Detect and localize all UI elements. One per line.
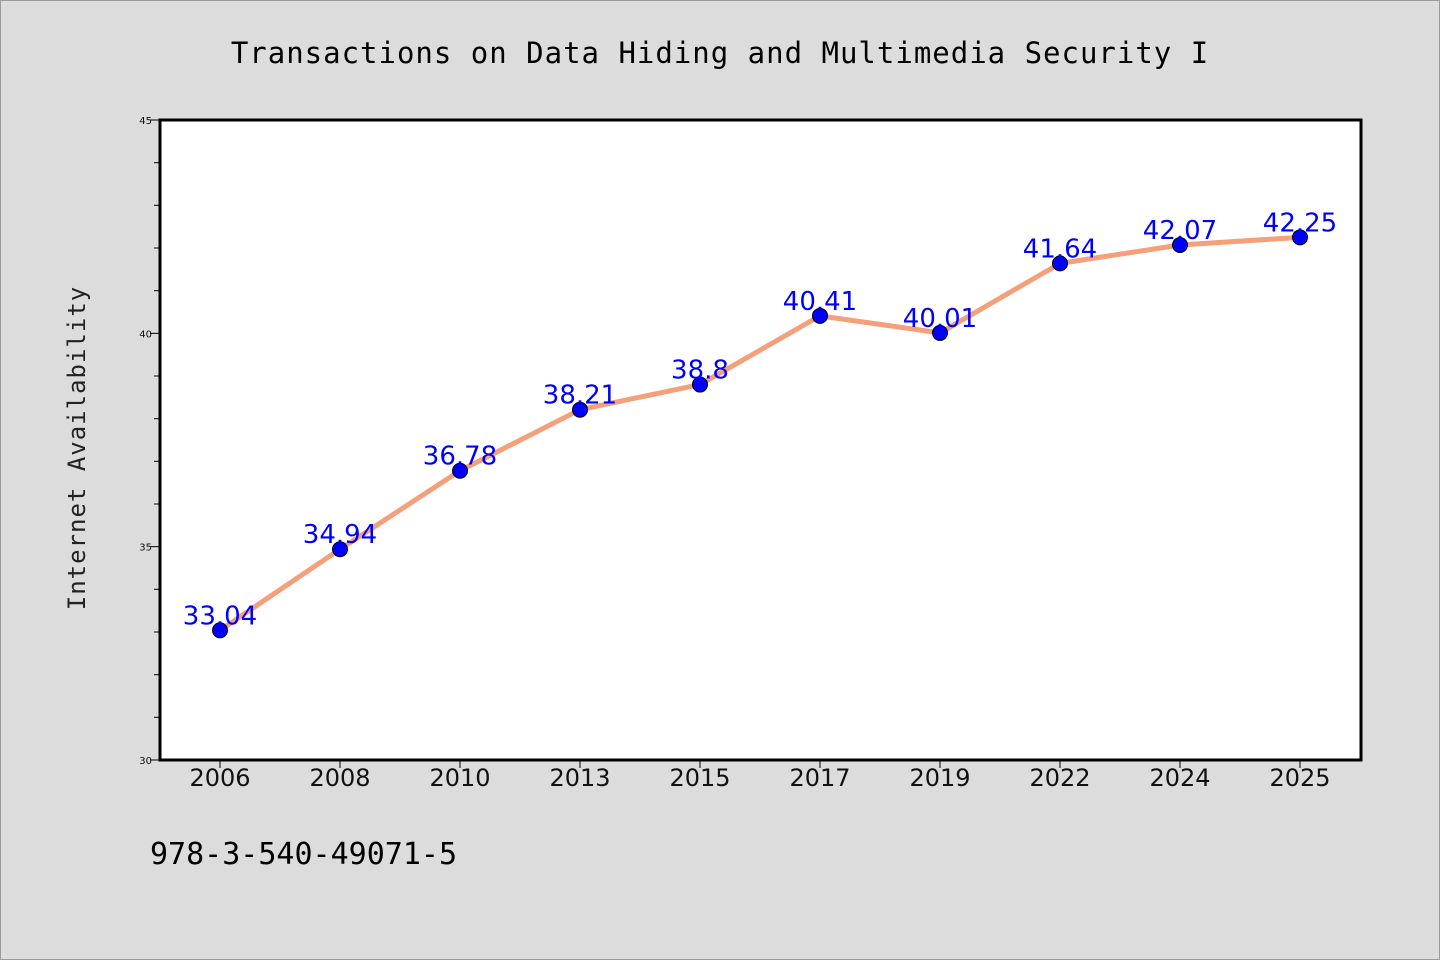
x-axis: 2006 2008 2010 2013 2015 2017 2019 2022 2024 2025	[189, 760, 1331, 792]
data-point	[572, 401, 588, 418]
x-tick-label: 2013	[549, 764, 610, 792]
x-tick-label: 2008	[309, 764, 370, 792]
data-labels: 33.04 34.94 36.78 38.21 38.8 40.41 40.01 41.64 4…	[183, 208, 1337, 631]
data-label: 34.94	[303, 520, 377, 550]
x-tick-label: 2019	[909, 764, 970, 792]
data-label: 38.8	[671, 356, 729, 386]
y-tick-label: 40	[139, 329, 152, 340]
x-tick-label: 2006	[189, 764, 250, 792]
y-tick-label: 35	[139, 543, 152, 554]
footer-isbn: 978-3-540-49071-5	[150, 837, 457, 872]
data-label: 36.78	[423, 442, 497, 472]
data-label: 40.41	[783, 287, 857, 317]
x-tick-label: 2010	[429, 764, 490, 792]
data-point	[1292, 229, 1308, 246]
data-label: 42.25	[1263, 208, 1337, 238]
y-tick-label: 30	[139, 756, 152, 767]
data-point	[812, 307, 828, 324]
plot-area	[158, 118, 1363, 762]
y-axis-label: Internet Availability	[63, 286, 91, 610]
x-tick-label: 2025	[1269, 764, 1330, 792]
data-label: 33.04	[183, 601, 257, 631]
x-tick-label: 2024	[1149, 764, 1210, 792]
x-tick-label: 2015	[669, 764, 730, 792]
data-point	[932, 324, 948, 341]
data-point	[692, 376, 708, 393]
y-axis: 30 35 40 45	[139, 116, 160, 767]
series-line-path	[217, 234, 1303, 633]
data-point	[452, 462, 468, 479]
data-point	[1172, 237, 1188, 254]
chart-title: Transactions on Data Hiding and Multimed…	[231, 36, 1209, 70]
data-point	[1052, 255, 1068, 272]
series-line	[212, 229, 1308, 639]
data-point	[212, 622, 228, 639]
data-label: 38.21	[543, 381, 617, 411]
data-label: 41.64	[1023, 234, 1097, 264]
y-tick-label: 45	[139, 116, 152, 127]
x-tick-label: 2017	[789, 764, 850, 792]
data-label: 42.07	[1143, 216, 1217, 246]
x-tick-label: 2022	[1029, 764, 1090, 792]
data-point	[332, 541, 348, 558]
data-label: 40.01	[903, 304, 977, 334]
